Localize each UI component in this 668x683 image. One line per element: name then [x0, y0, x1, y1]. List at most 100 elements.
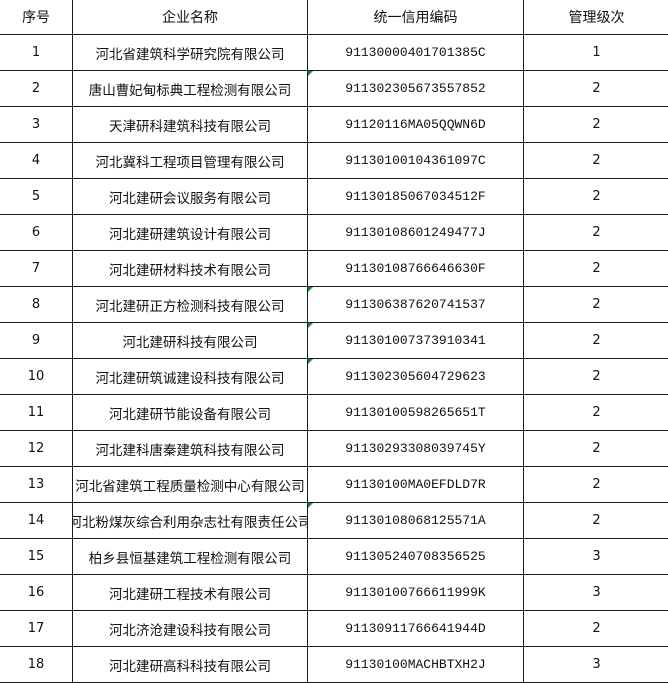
cell-code-text: 911306387620741537 [345, 297, 485, 312]
cell-index[interactable]: 15 [0, 539, 73, 575]
cell-code[interactable]: 91120116MA05QQWN6D [308, 107, 524, 143]
cell-code[interactable]: 91130293308039745Y [308, 431, 524, 467]
cell-name[interactable]: 河北建研科技有限公司 [73, 323, 308, 359]
cell-name-text: 河北建研筑诚建设科技有限公司 [96, 367, 285, 387]
cell-code[interactable]: 91130000401701385C [308, 35, 524, 71]
cell-index[interactable]: 12 [0, 431, 73, 467]
cell-code[interactable]: 91130108068125571A [308, 503, 524, 539]
cell-level[interactable]: 2 [524, 611, 668, 647]
cell-code[interactable]: 91130100MACHBTXH2J [308, 647, 524, 683]
cell-index[interactable]: 14 [0, 503, 73, 539]
cell-index[interactable]: 18 [0, 647, 73, 683]
cell-code[interactable]: 911302305604729623 [308, 359, 524, 395]
cell-index[interactable]: 17 [0, 611, 73, 647]
cell-index[interactable]: 11 [0, 395, 73, 431]
cell-level[interactable]: 2 [524, 287, 668, 323]
cell-index-text: 4 [32, 153, 40, 168]
header-code[interactable]: 统一信用编码 [308, 0, 524, 35]
cell-name[interactable]: 河北建研筑诚建设科技有限公司 [73, 359, 308, 395]
cell-name[interactable]: 河北建研节能设备有限公司 [73, 395, 308, 431]
cell-name[interactable]: 河北建研会议服务有限公司 [73, 179, 308, 215]
cell-name[interactable]: 河北冀科工程项目管理有限公司 [73, 143, 308, 179]
cell-level-text: 3 [592, 585, 600, 600]
cell-name[interactable]: 河北建研高科科技有限公司 [73, 647, 308, 683]
cell-index-text: 16 [28, 585, 45, 600]
cell-index[interactable]: 5 [0, 179, 73, 215]
cell-level-text: 2 [592, 621, 600, 636]
cell-code[interactable]: 91130100598265651T [308, 395, 524, 431]
cell-index[interactable]: 8 [0, 287, 73, 323]
cell-name-text: 天津研科建筑科技有限公司 [109, 115, 271, 135]
cell-level[interactable]: 2 [524, 143, 668, 179]
cell-level[interactable]: 2 [524, 395, 668, 431]
cell-code[interactable]: 91130108601249477J [308, 215, 524, 251]
cell-level[interactable]: 2 [524, 359, 668, 395]
cell-index[interactable]: 6 [0, 215, 73, 251]
cell-level[interactable]: 2 [524, 251, 668, 287]
cell-index[interactable]: 10 [0, 359, 73, 395]
cell-level[interactable]: 2 [524, 323, 668, 359]
cell-code[interactable]: 911302305673557852 [308, 71, 524, 107]
cell-name[interactable]: 河北粉煤灰综合利用杂志社有限责任公司 [73, 503, 308, 539]
cell-code-text: 91130000401701385C [345, 45, 485, 60]
cell-index[interactable]: 16 [0, 575, 73, 611]
cell-index-text: 12 [28, 441, 45, 456]
cell-name[interactable]: 河北建研建筑设计有限公司 [73, 215, 308, 251]
header-level[interactable]: 管理级次 [524, 0, 668, 35]
cell-name[interactable]: 河北省建筑工程质量检测中心有限公司 [73, 467, 308, 503]
error-indicator-icon [308, 287, 313, 292]
cell-name[interactable]: 唐山曹妃甸标典工程检测有限公司 [73, 71, 308, 107]
cell-code[interactable]: 911301007373910341 [308, 323, 524, 359]
cell-code[interactable]: 91130185067034512F [308, 179, 524, 215]
cell-name[interactable]: 河北建研工程技术有限公司 [73, 575, 308, 611]
cell-code[interactable]: 91130108766646630F [308, 251, 524, 287]
cell-code[interactable]: 91130100766611999K [308, 575, 524, 611]
cell-level[interactable]: 2 [524, 107, 668, 143]
cell-name-text: 河北建科唐秦建筑科技有限公司 [96, 439, 285, 459]
cell-level[interactable]: 3 [524, 539, 668, 575]
cell-name[interactable]: 河北济沧建设科技有限公司 [73, 611, 308, 647]
cell-index[interactable]: 9 [0, 323, 73, 359]
cell-level[interactable]: 3 [524, 575, 668, 611]
cell-code[interactable]: 91130100MA0EFDLD7R [308, 467, 524, 503]
cell-name[interactable]: 河北建科唐秦建筑科技有限公司 [73, 431, 308, 467]
header-name[interactable]: 企业名称 [73, 0, 308, 35]
cell-level[interactable]: 1 [524, 35, 668, 71]
cell-index[interactable]: 7 [0, 251, 73, 287]
header-index[interactable]: 序号 [0, 0, 73, 35]
cell-code[interactable]: 91130911766641944D [308, 611, 524, 647]
cell-level[interactable]: 2 [524, 467, 668, 503]
cell-code[interactable]: 911306387620741537 [308, 287, 524, 323]
cell-code[interactable]: 911305240708356525 [308, 539, 524, 575]
cell-level[interactable]: 2 [524, 179, 668, 215]
cell-code-text: 91130100766611999K [345, 585, 485, 600]
cell-name[interactable]: 河北建研正方检测科技有限公司 [73, 287, 308, 323]
cell-level[interactable]: 2 [524, 215, 668, 251]
cell-level[interactable]: 2 [524, 503, 668, 539]
cell-index[interactable]: 4 [0, 143, 73, 179]
cell-name-text: 河北建研材料技术有限公司 [109, 259, 271, 279]
error-indicator-icon [308, 359, 313, 364]
cell-name[interactable]: 河北建研材料技术有限公司 [73, 251, 308, 287]
cell-index[interactable]: 1 [0, 35, 73, 71]
cell-level-text: 2 [592, 297, 600, 312]
cell-level[interactable]: 3 [524, 647, 668, 683]
cell-name[interactable]: 天津研科建筑科技有限公司 [73, 107, 308, 143]
cell-index-text: 1 [32, 45, 40, 60]
cell-level[interactable]: 2 [524, 71, 668, 107]
cell-name[interactable]: 柏乡县恒基建筑工程检测有限公司 [73, 539, 308, 575]
cell-level[interactable]: 2 [524, 431, 668, 467]
cell-index[interactable]: 2 [0, 71, 73, 107]
cell-name[interactable]: 河北省建筑科学研究院有限公司 [73, 35, 308, 71]
cell-name-text: 河北省建筑工程质量检测中心有限公司 [75, 475, 305, 495]
cell-index[interactable]: 13 [0, 467, 73, 503]
cell-index[interactable]: 3 [0, 107, 73, 143]
cell-level-text: 1 [592, 45, 600, 60]
cell-code[interactable]: 91130100104361097C [308, 143, 524, 179]
